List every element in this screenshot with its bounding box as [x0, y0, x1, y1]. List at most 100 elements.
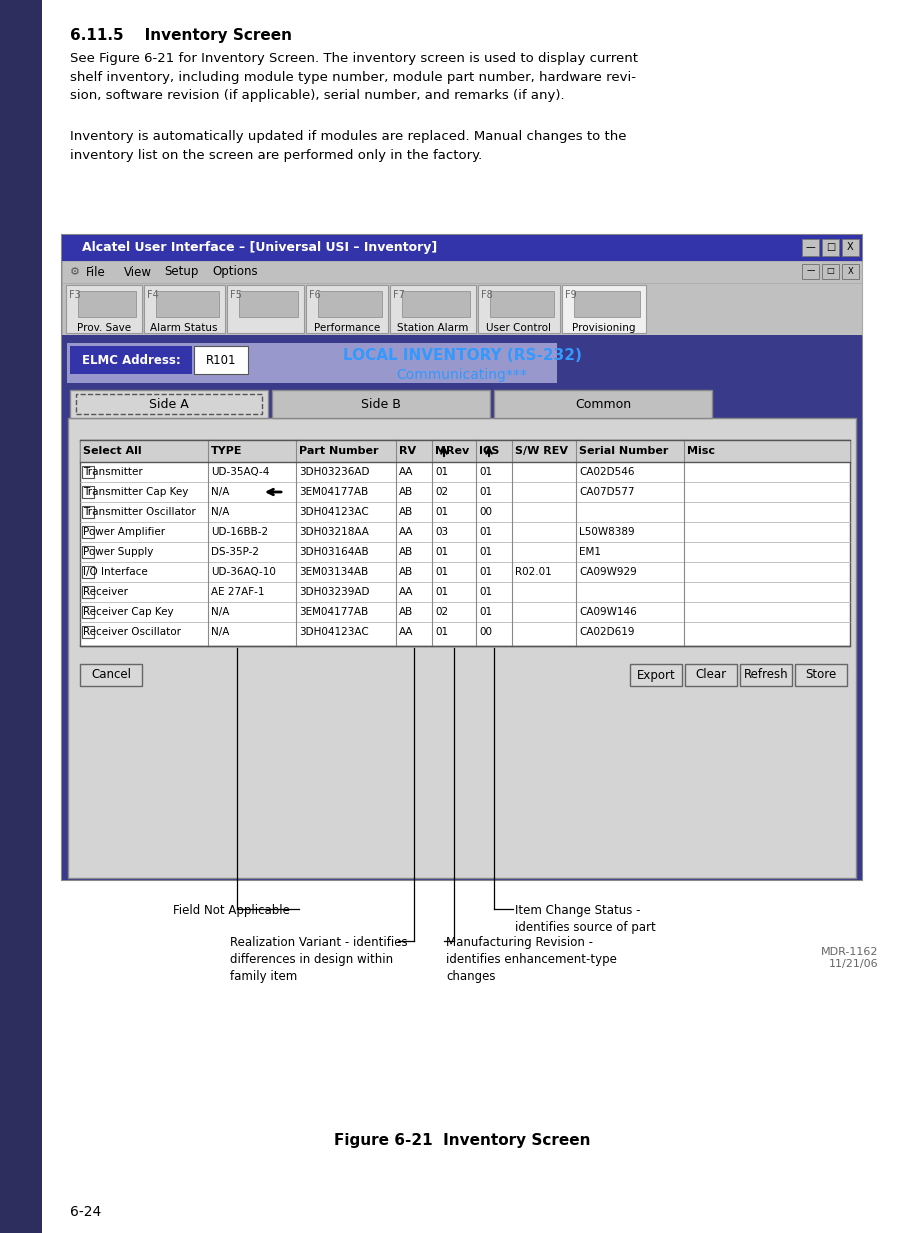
Text: Part Number: Part Number	[299, 446, 378, 456]
Bar	[802, 264, 819, 279]
Text: Store: Store	[806, 668, 836, 682]
Text: □: □	[827, 266, 834, 275]
Text: AB: AB	[399, 547, 414, 557]
Text: AB: AB	[399, 607, 414, 616]
Bar	[78, 291, 136, 317]
Text: File: File	[86, 265, 106, 279]
Text: Transmitter Cap Key: Transmitter Cap Key	[83, 487, 188, 497]
Text: CA07D577: CA07D577	[579, 487, 634, 497]
Text: User Control: User Control	[486, 323, 552, 333]
Text: Alarm Status: Alarm Status	[150, 323, 218, 333]
Text: 3EM03134AB: 3EM03134AB	[299, 567, 368, 577]
Text: F7: F7	[393, 290, 405, 300]
Bar	[82, 605, 94, 618]
Text: 3EM04177AB: 3EM04177AB	[299, 607, 368, 616]
Text: LOCAL INVENTORY (RS-232): LOCAL INVENTORY (RS-232)	[342, 348, 581, 363]
Bar	[490, 291, 554, 317]
Bar	[82, 586, 94, 598]
Text: Clear: Clear	[695, 668, 726, 682]
Text: Transmitter Oscillator: Transmitter Oscillator	[83, 507, 196, 517]
Text: 3EM04177AB: 3EM04177AB	[299, 487, 368, 497]
Text: MDR-1162
11/21/06: MDR-1162 11/21/06	[821, 947, 878, 969]
Text: Station Alarm: Station Alarm	[397, 323, 469, 333]
Text: 02: 02	[435, 607, 449, 616]
Bar	[272, 390, 490, 418]
Bar	[80, 665, 142, 686]
Text: 01: 01	[435, 467, 449, 477]
Bar	[239, 291, 298, 317]
Text: 01: 01	[435, 547, 449, 557]
Text: F4: F4	[147, 290, 159, 300]
Text: Misc: Misc	[687, 446, 715, 456]
Bar	[62, 335, 862, 390]
Bar	[685, 665, 737, 686]
Text: 01: 01	[479, 587, 492, 597]
Text: 01: 01	[479, 567, 492, 577]
Text: —: —	[807, 266, 815, 275]
Text: Refresh: Refresh	[744, 668, 788, 682]
Text: 01: 01	[479, 467, 492, 477]
Text: Select All: Select All	[83, 446, 141, 456]
Bar	[80, 440, 850, 646]
Bar	[76, 395, 262, 414]
Text: R02.01: R02.01	[515, 567, 552, 577]
Bar	[80, 440, 850, 462]
Text: 01: 01	[479, 526, 492, 538]
Bar	[562, 285, 646, 333]
Text: 6-24: 6-24	[70, 1205, 102, 1219]
Text: Power Supply: Power Supply	[83, 547, 153, 557]
Text: Options: Options	[212, 265, 258, 279]
Text: 00: 00	[479, 628, 492, 637]
Bar	[67, 343, 557, 383]
Text: F5: F5	[230, 290, 242, 300]
Text: Receiver Oscillator: Receiver Oscillator	[83, 628, 181, 637]
Text: AB: AB	[399, 507, 414, 517]
Bar	[795, 665, 847, 686]
Text: Common: Common	[575, 397, 631, 411]
Text: L50W8389: L50W8389	[579, 526, 635, 538]
Bar	[82, 626, 94, 637]
Bar	[82, 506, 94, 518]
Text: I/O Interface: I/O Interface	[83, 567, 148, 577]
Bar	[70, 390, 268, 418]
Text: Transmitter: Transmitter	[83, 467, 143, 477]
Text: AB: AB	[399, 487, 414, 497]
Text: —: —	[806, 242, 815, 252]
Text: 01: 01	[435, 628, 449, 637]
Text: AA: AA	[399, 628, 414, 637]
Text: 03: 03	[435, 526, 449, 538]
Text: N/A: N/A	[211, 607, 230, 616]
Text: 01: 01	[435, 587, 449, 597]
Text: □: □	[826, 242, 835, 252]
Text: RV: RV	[399, 446, 416, 456]
Bar	[66, 285, 142, 333]
Text: View: View	[124, 265, 152, 279]
Text: Cancel: Cancel	[91, 668, 131, 682]
Bar	[82, 546, 94, 559]
Bar	[842, 239, 859, 256]
Text: Performance: Performance	[314, 323, 380, 333]
Text: Figure 6-21  Inventory Screen: Figure 6-21 Inventory Screen	[334, 1132, 590, 1148]
Bar	[62, 236, 862, 880]
Bar	[82, 486, 94, 498]
Text: AA: AA	[399, 526, 414, 538]
Bar	[62, 261, 862, 284]
Text: 3DH04123AC: 3DH04123AC	[299, 628, 369, 637]
Bar	[306, 285, 388, 333]
Bar	[574, 291, 640, 317]
Text: UD-16BB-2: UD-16BB-2	[211, 526, 268, 538]
Bar	[144, 285, 225, 333]
Text: 01: 01	[479, 607, 492, 616]
Text: Alcatel User Interface – [Universal USI – Inventory]: Alcatel User Interface – [Universal USI …	[82, 242, 438, 254]
Text: 01: 01	[435, 567, 449, 577]
Text: Provisioning: Provisioning	[572, 323, 636, 333]
Text: CA09W929: CA09W929	[579, 567, 637, 577]
Text: See Figure 6-21 for Inventory Screen. The inventory screen is used to display cu: See Figure 6-21 for Inventory Screen. Th…	[70, 52, 638, 102]
Text: F3: F3	[69, 290, 80, 300]
Text: Realization Variant - identifies
differences in design within
family item: Realization Variant - identifies differe…	[230, 936, 408, 983]
Text: 3DH03218AA: 3DH03218AA	[299, 526, 369, 538]
Text: Communicating***: Communicating***	[397, 367, 527, 382]
Text: CA02D619: CA02D619	[579, 628, 634, 637]
Bar	[62, 284, 862, 335]
Bar	[82, 566, 94, 578]
